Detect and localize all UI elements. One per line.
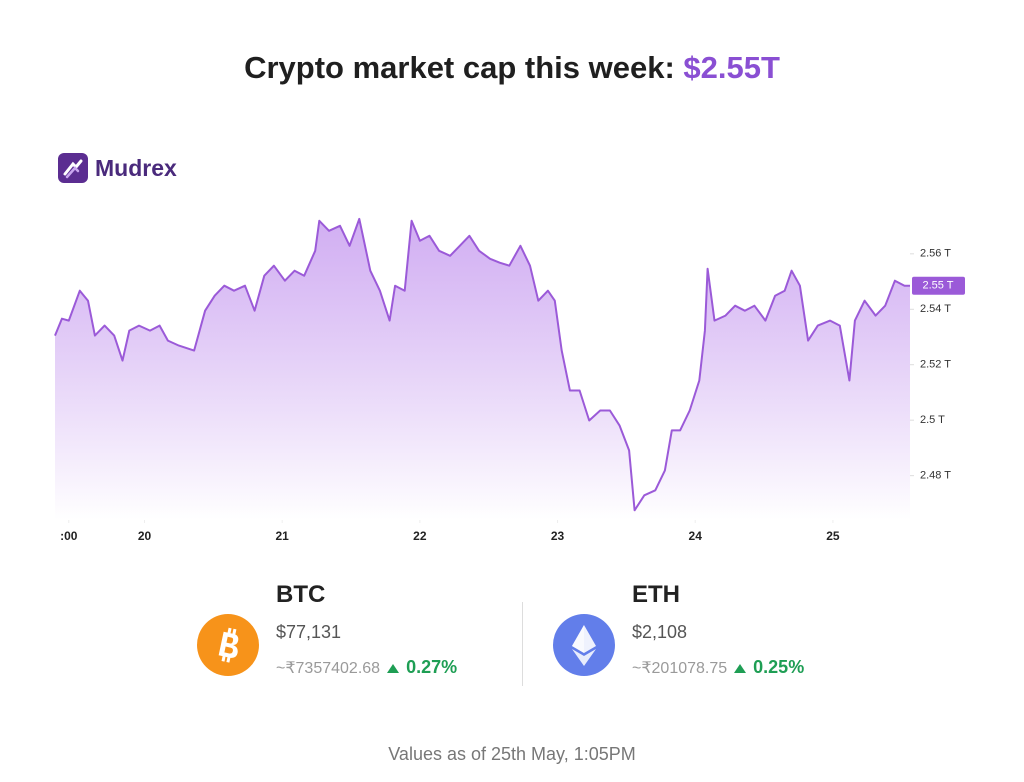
coin-name: BTC <box>276 581 326 608</box>
y-tick-label: 2.5 T <box>920 414 945 426</box>
y-tick-label: 2.56 T <box>920 248 951 260</box>
coin-inr-row: ~₹201078.75 0.25% <box>632 657 804 678</box>
y-tick-label: 2.54 T <box>920 303 951 315</box>
btc-icon <box>197 614 259 676</box>
footer: Values as of 25th May, 1:05PM <box>388 744 636 764</box>
x-tick-label: 20 <box>138 529 152 543</box>
x-tick-label: :00 <box>60 529 78 543</box>
coin-change: 0.25% <box>753 657 805 677</box>
coin-inr: ~₹7357402.68 <box>276 659 381 677</box>
x-tick-label: 24 <box>689 529 703 543</box>
title: Crypto market cap this week: $2.55T <box>0 50 1024 86</box>
coin-price: $2,108 <box>632 622 688 642</box>
current-badge <box>912 276 965 295</box>
current-label: 2.55 T <box>923 280 954 292</box>
divider <box>522 602 523 686</box>
title-highlight: $2.55T <box>683 50 780 85</box>
up-arrow <box>734 663 747 673</box>
coin-inr-row: ~₹7357402.68 0.27% <box>276 657 457 678</box>
coin-name: ETH <box>632 581 680 608</box>
x-tick-label: 21 <box>275 529 289 543</box>
coin-inr: ~₹201078.75 <box>632 659 728 677</box>
chart: 2.56 T 2.54 T 2.52 T 2.5 T 2.48 T :00 20 21 22 23… <box>54 217 965 543</box>
x-tick-label: 23 <box>551 529 565 543</box>
brand-name: Mudrex <box>95 155 177 181</box>
line <box>54 217 910 512</box>
coin-change: 0.27% <box>406 657 458 677</box>
y-tick-label: 2.52 T <box>920 359 951 371</box>
area <box>55 218 910 520</box>
coin-price: $77,131 <box>276 622 342 642</box>
up-arrow <box>387 663 400 673</box>
y-tick-label: 2.48 T <box>920 470 951 482</box>
eth-icon <box>553 614 615 676</box>
x-tick-label: 25 <box>826 529 840 543</box>
title-text: Crypto market cap this week: <box>244 50 684 85</box>
x-tick-label: 22 <box>413 529 427 543</box>
brand-logo <box>58 153 88 183</box>
